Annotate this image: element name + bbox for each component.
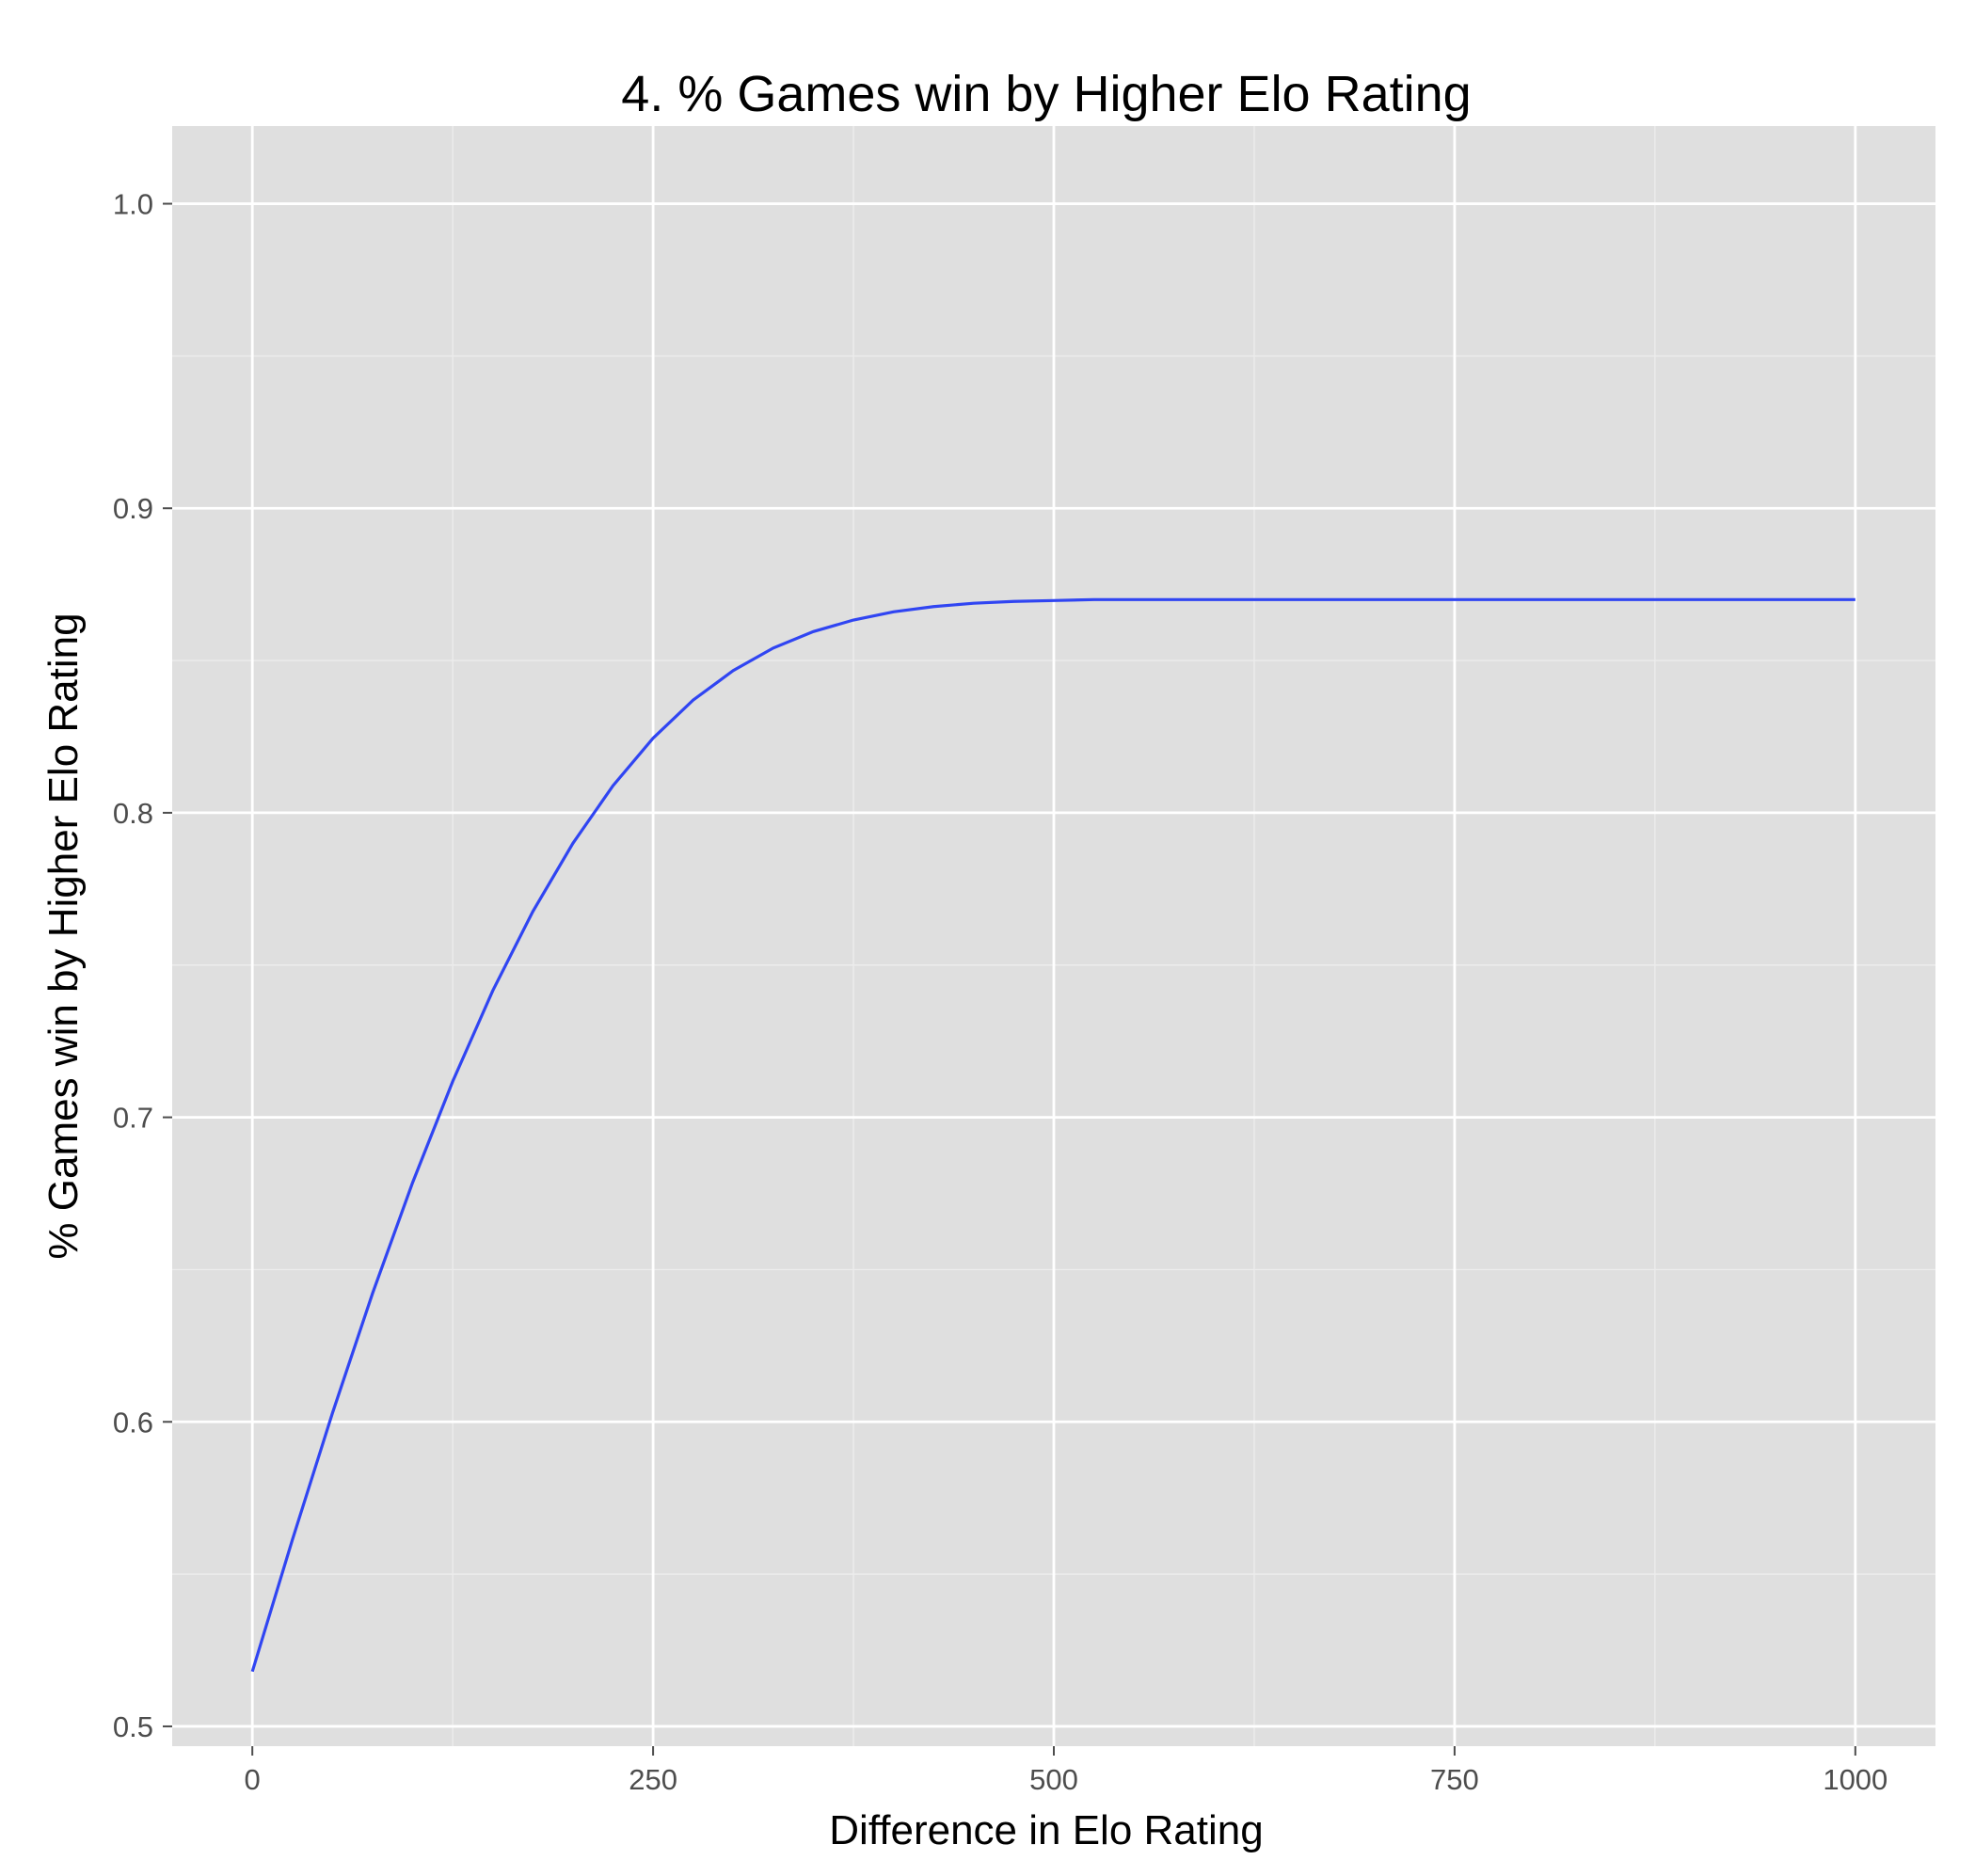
y-tick-label: 0.5	[113, 1710, 153, 1743]
y-tick-label: 1.0	[113, 188, 153, 221]
chart-title: 4. % Games win by Higher Elo Rating	[621, 66, 1471, 122]
x-tick-label: 750	[1430, 1763, 1479, 1796]
x-tick-label: 1000	[1823, 1763, 1887, 1796]
x-axis-label: Difference in Elo Rating	[829, 1807, 1263, 1853]
x-tick-label: 250	[629, 1763, 677, 1796]
y-tick-label: 0.7	[113, 1102, 153, 1135]
axis-ticks	[163, 202, 1856, 1756]
y-tick-label: 0.8	[113, 797, 153, 830]
major-gridlines	[172, 126, 1935, 1746]
y-tick-label: 0.6	[113, 1406, 153, 1439]
x-tick-label: 500	[1029, 1763, 1078, 1796]
x-tick-label: 0	[245, 1763, 261, 1796]
y-axis-label: % Games win by Higher Elo Rating	[40, 612, 87, 1259]
y-tick-label: 0.9	[113, 492, 153, 525]
series-line	[250, 597, 1856, 1673]
tick-labels: 0 250 500 750 1000 0.5 0.6 0.7 0.8 0.9 1.0	[113, 188, 1887, 1796]
